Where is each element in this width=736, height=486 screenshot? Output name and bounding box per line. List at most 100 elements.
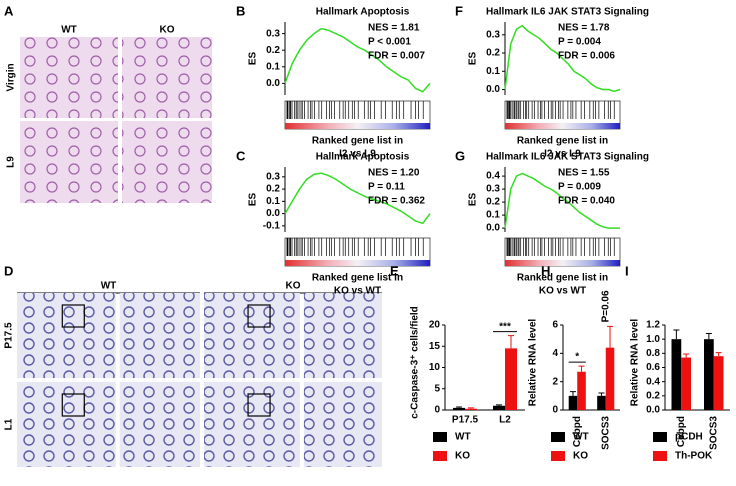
micrograph bbox=[17, 382, 116, 467]
x-axis-label: Ranked gene list in bbox=[312, 273, 403, 284]
legend-swatch bbox=[653, 451, 667, 461]
error-bar bbox=[607, 325, 614, 348]
stat-annotation: P = 0.004 bbox=[558, 37, 601, 48]
y-axis-label: Relative RNA level bbox=[528, 319, 539, 407]
rank-strip bbox=[285, 123, 430, 129]
y-tick-label: 0.3 bbox=[486, 184, 500, 195]
y-tick-label: 0.6 bbox=[646, 362, 660, 373]
x-tick-label: L2 bbox=[499, 415, 511, 426]
bar bbox=[713, 356, 724, 410]
chart-title: Hallmark Apoptosis bbox=[316, 7, 410, 18]
stat-annotation: NES = 1.81 bbox=[368, 23, 420, 34]
panel-letter: D bbox=[4, 263, 13, 278]
micrograph bbox=[20, 37, 118, 118]
column-label: WT bbox=[61, 25, 77, 36]
y-tick-label: 0.1 bbox=[486, 66, 500, 77]
y-tick-label: 0.0 bbox=[266, 78, 280, 89]
bar bbox=[681, 357, 691, 410]
panel-letter: F bbox=[455, 3, 463, 18]
rank-strip bbox=[505, 123, 620, 129]
micrograph bbox=[122, 121, 212, 203]
y-tick-label: 0.4 bbox=[486, 171, 500, 182]
x-axis-label: Ranked gene list in bbox=[517, 273, 608, 284]
y-tick-label: 0.1 bbox=[266, 196, 280, 207]
es-curve bbox=[504, 172, 620, 229]
stat-annotation: FDR = 0.040 bbox=[558, 196, 615, 207]
stat-annotation: FDR = 0.006 bbox=[558, 51, 615, 62]
rank-strip bbox=[285, 260, 430, 266]
y-axis-label: ES bbox=[248, 52, 259, 66]
y-tick-label: 20 bbox=[429, 320, 441, 331]
error-bar bbox=[673, 329, 680, 340]
y-tick-label: 0.2 bbox=[266, 45, 280, 56]
legend-swatch bbox=[653, 432, 667, 442]
y-tick-label: 0.2 bbox=[646, 390, 660, 401]
x-axis-label: KO vs WT bbox=[539, 286, 586, 297]
stat-annotation: NES = 1.20 bbox=[368, 168, 420, 179]
micrograph bbox=[204, 382, 300, 467]
legend-swatch bbox=[551, 432, 565, 442]
column-label: KO bbox=[160, 25, 175, 36]
legend-swatch bbox=[433, 451, 447, 461]
y-tick-label: 0.2 bbox=[486, 197, 500, 208]
y-axis-label: ES bbox=[468, 52, 479, 66]
y-axis-label: ES bbox=[468, 193, 479, 207]
es-curve bbox=[284, 172, 431, 225]
significance: * bbox=[575, 352, 579, 363]
y-tick-label: 0.2 bbox=[266, 184, 280, 195]
x-axis-label: Ranked gene list in bbox=[312, 136, 403, 147]
y-tick-label: 2 bbox=[552, 376, 558, 387]
bar bbox=[704, 339, 714, 410]
legend-label: Th-POK bbox=[675, 451, 713, 462]
x-tick-label: P17.5 bbox=[452, 415, 479, 426]
legend-swatch bbox=[433, 432, 447, 442]
micrograph-zoom bbox=[303, 293, 382, 378]
y-tick-label: -0.1 bbox=[263, 221, 281, 232]
legend-label: WT bbox=[455, 432, 471, 443]
legend-swatch bbox=[551, 451, 565, 461]
y-tick-label: 0.0 bbox=[266, 208, 280, 219]
micrograph bbox=[20, 121, 118, 203]
stat-annotation: P = 0.11 bbox=[368, 182, 405, 193]
zoom-box bbox=[61, 304, 85, 328]
zoom-box bbox=[247, 304, 271, 328]
error-bar bbox=[683, 353, 690, 358]
y-tick-label: 1.2 bbox=[646, 320, 660, 331]
row-label: P17.5 bbox=[4, 322, 15, 349]
stat-annotation: NES = 1.55 bbox=[558, 168, 610, 179]
error-bar bbox=[569, 391, 576, 396]
y-tick-label: 0.0 bbox=[486, 84, 500, 95]
micrograph bbox=[122, 37, 212, 118]
legend-label: WT bbox=[573, 432, 589, 443]
micrograph-zoom bbox=[119, 382, 200, 467]
panel-letter: A bbox=[4, 3, 14, 18]
x-tick-label: SOCS3 bbox=[708, 416, 719, 450]
y-tick-label: 0.3 bbox=[266, 28, 280, 39]
y-tick-label: 0.8 bbox=[646, 348, 660, 359]
column-label: WT bbox=[101, 281, 117, 292]
es-curve bbox=[504, 24, 621, 93]
stat-annotation: FDR = 0.007 bbox=[368, 51, 425, 62]
y-tick-label: 0.3 bbox=[266, 171, 280, 182]
y-axis-label: c-Caspase-3⁺ cells/field bbox=[410, 306, 421, 419]
legend-label: KO bbox=[573, 451, 588, 462]
zoom-box bbox=[61, 393, 85, 417]
y-tick-label: 4 bbox=[552, 348, 558, 359]
bar bbox=[568, 395, 578, 410]
bar bbox=[597, 395, 606, 410]
y-tick-label: 0.4 bbox=[646, 376, 660, 387]
y-axis-label: Relative RNA level bbox=[630, 319, 641, 407]
bar bbox=[493, 405, 505, 410]
row-label: Virgin bbox=[6, 63, 17, 91]
y-tick-label: 0 bbox=[552, 405, 558, 416]
y-tick-label: 6 bbox=[552, 320, 558, 331]
panel-letter: B bbox=[236, 3, 245, 18]
rank-strip bbox=[505, 260, 620, 266]
micrograph-zoom bbox=[303, 382, 382, 467]
error-bar bbox=[496, 404, 502, 406]
y-tick-label: 5 bbox=[434, 383, 440, 394]
error-bar bbox=[598, 392, 605, 396]
error-bar bbox=[508, 335, 514, 349]
y-tick-label: 0 bbox=[434, 405, 440, 416]
